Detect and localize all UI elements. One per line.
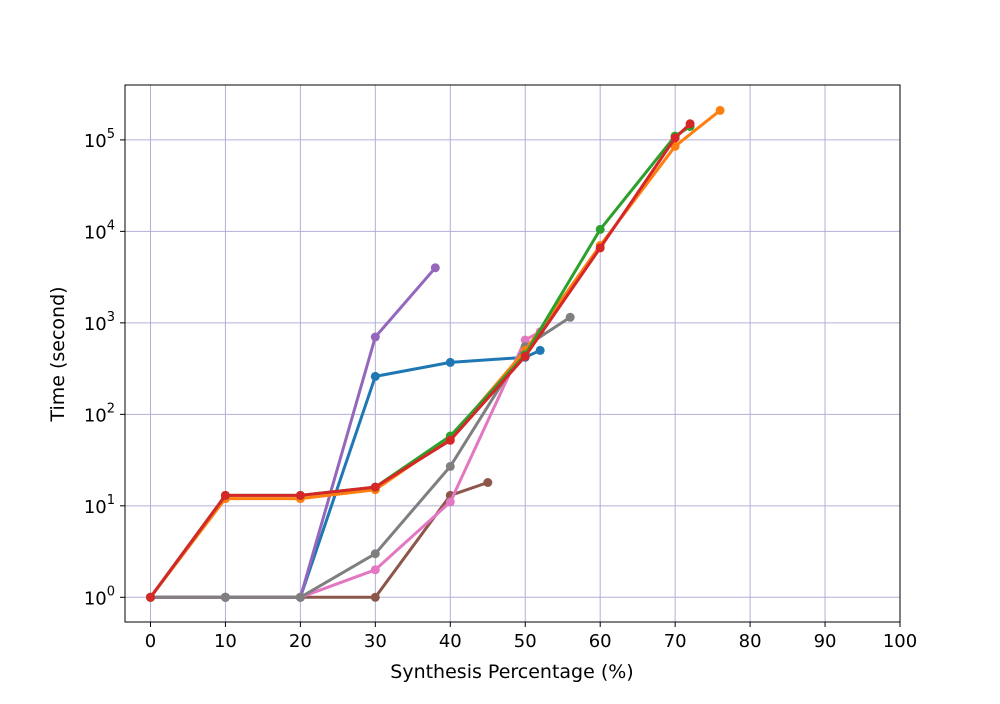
x-axis-label: Synthesis Percentage (%): [390, 661, 633, 683]
x-tick-label: 20: [289, 631, 312, 652]
data-point-gray: [565, 312, 575, 322]
data-point-brown: [483, 478, 493, 487]
data-point-red: [146, 592, 155, 602]
x-tick-label: 0: [145, 631, 156, 652]
x-tick-label: 90: [814, 631, 837, 652]
data-point-brown: [370, 592, 380, 602]
data-point-gray: [370, 549, 380, 559]
data-point-red: [685, 119, 695, 129]
data-point-red: [595, 243, 605, 253]
y-tick-label: 100: [84, 584, 115, 609]
y-tick-label: 101: [84, 493, 115, 518]
y-axis-label: Time (second): [47, 286, 69, 422]
ticks: 0 10 20 30 40 50 60 70 80 90 100 100 101 102 103 104 105: [84, 127, 917, 652]
data-point-orange: [715, 105, 725, 115]
data-point-red: [670, 133, 680, 143]
plot-frame: [124, 84, 901, 623]
data-point-purple: [430, 263, 440, 273]
y-tick-label: 103: [84, 310, 115, 335]
data-point-pink: [520, 335, 530, 345]
data-point-pink: [445, 497, 455, 507]
data-point-red: [220, 490, 230, 500]
series-line-blue: [149, 348, 542, 599]
data-point-pink: [370, 565, 380, 575]
data-point-orange: [670, 141, 680, 151]
x-tick-label: 100: [883, 631, 917, 652]
data-point-blue: [370, 371, 380, 381]
series-red: [146, 119, 695, 602]
series-line-orange: [149, 108, 722, 599]
y-tick-label: 104: [84, 218, 115, 243]
data-point-blue: [445, 357, 455, 367]
y-tick-label: 102: [84, 401, 115, 426]
x-tick-label: 50: [514, 631, 537, 652]
data-point-gray: [295, 592, 305, 602]
grid: [125, 85, 901, 622]
series-gray: [146, 312, 575, 602]
data-point-red: [445, 435, 455, 445]
series-line-red: [149, 122, 692, 599]
x-tick-label: 60: [589, 631, 612, 652]
series-line-green: [149, 125, 692, 599]
x-tick-label: 40: [439, 631, 462, 652]
series-line-purple: [149, 266, 437, 599]
x-tick-label: 10: [214, 631, 237, 652]
data-point-purple: [370, 332, 380, 342]
x-tick-label: 70: [664, 631, 687, 652]
series-layer: [146, 105, 725, 602]
data-point-gray: [445, 461, 455, 471]
data-point-green: [595, 224, 605, 234]
data-point-red: [520, 351, 530, 361]
data-point-gray: [220, 592, 230, 602]
y-tick-label: 105: [84, 127, 115, 152]
data-point-blue: [535, 345, 545, 355]
x-tick-label: 80: [739, 631, 762, 652]
data-point-red: [295, 490, 305, 500]
data-point-red: [370, 482, 380, 492]
x-tick-label: 30: [364, 631, 387, 652]
series-blue: [146, 345, 545, 602]
